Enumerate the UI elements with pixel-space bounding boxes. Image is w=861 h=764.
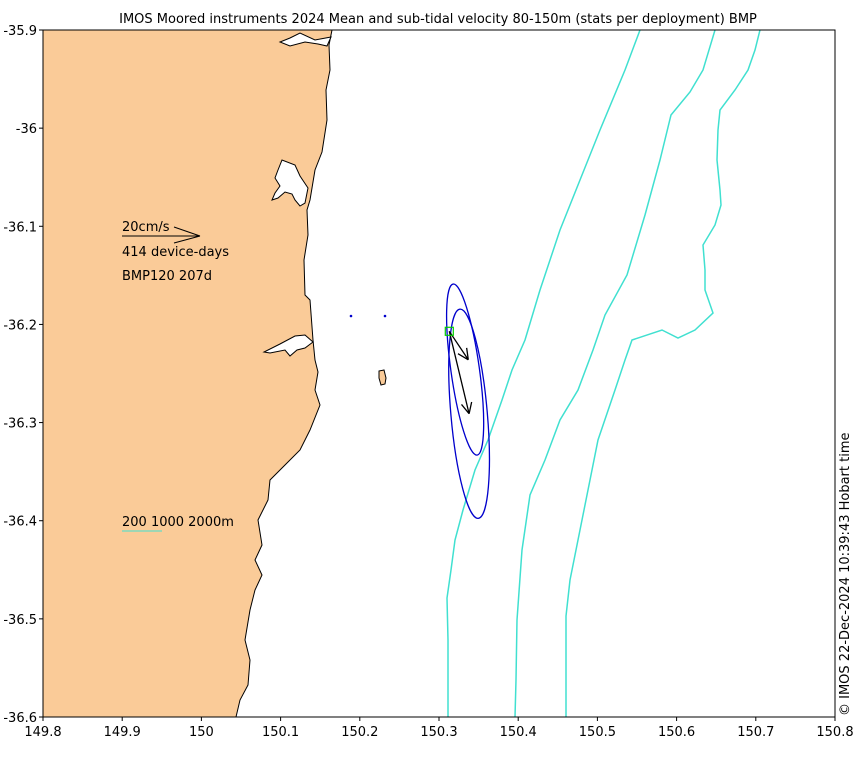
legend-scale-label: 20cm/s <box>122 220 170 235</box>
legend-contour-label: 200 1000 2000m <box>122 515 234 530</box>
x-tick-label: 150.6 <box>658 725 695 740</box>
y-tick-label: -36.3 <box>3 417 37 432</box>
variance-ellipse <box>445 283 485 456</box>
variance-ellipse <box>448 308 491 520</box>
y-tick-label: -36.1 <box>3 220 37 235</box>
mooring-marker <box>444 326 454 336</box>
data-layer <box>444 283 491 520</box>
y-tick-label: -36 <box>16 122 37 137</box>
estuary-south <box>262 334 314 357</box>
legend-deployment: BMP120 207d <box>122 269 212 284</box>
x-tick-label: 150.5 <box>579 725 616 740</box>
y-tick-label: -35.9 <box>3 24 37 39</box>
legend: 20cm/s 414 device-days BMP120 207d 200 1… <box>122 220 234 532</box>
y-tick-label: -36.4 <box>3 515 37 530</box>
velocity-arrow <box>448 330 469 361</box>
x-tick-label: 150.4 <box>500 725 537 740</box>
map-title: IMOS Moored instruments 2024 Mean and su… <box>119 12 757 27</box>
y-tick-label: -36.6 <box>3 711 37 726</box>
x-tick-label: 149.9 <box>104 725 141 740</box>
legend-scale-arrow <box>160 226 201 244</box>
isobath-200m <box>446 30 641 717</box>
y-tick-label: -36.2 <box>3 318 37 333</box>
y-axis: -35.9 -36 -36.1 -36.2 -36.3 -36.4 -36.5 -36.6 <box>3 24 43 726</box>
marker-dot <box>349 314 353 318</box>
estuary-central <box>271 159 309 207</box>
land-mass <box>43 30 333 717</box>
isobath-2000m <box>565 30 761 717</box>
isobath-1000m <box>514 30 716 717</box>
x-tick-label: 149.8 <box>24 725 61 740</box>
x-tick-label: 150.8 <box>816 725 853 740</box>
x-tick-label: 150.7 <box>737 725 774 740</box>
y-tick-label: -36.5 <box>3 613 37 628</box>
x-tick-label: 150 <box>189 725 214 740</box>
estuary-north <box>278 32 332 47</box>
x-axis: 149.8 149.9 150 150.1 150.2 150.3 150.4 150.5 15… <box>24 717 854 740</box>
x-tick-label: 150.2 <box>341 725 378 740</box>
island <box>378 369 387 386</box>
legend-device-days: 414 device-days <box>122 245 229 260</box>
x-tick-label: 150.3 <box>420 725 457 740</box>
velocity-arrow <box>448 331 473 415</box>
marker-dot <box>383 314 387 318</box>
x-tick-label: 150.1 <box>262 725 299 740</box>
credit-text: © IMOS 22-Dec-2024 10:39:43 Hobart time <box>838 432 853 716</box>
